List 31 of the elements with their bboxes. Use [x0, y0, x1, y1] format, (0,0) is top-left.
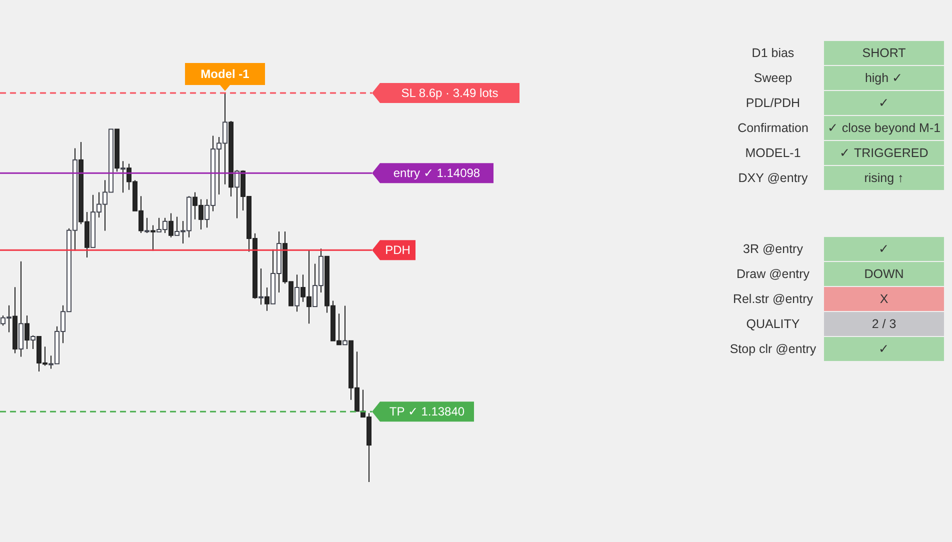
- category-label: Draw @entry: [735, 266, 811, 283]
- text: ✓: [824, 337, 944, 361]
- category-label: Confirmation: [736, 120, 810, 137]
- text: X: [824, 287, 944, 311]
- candlestick: [264, 287, 270, 312]
- text: rising ↑: [824, 166, 944, 190]
- category-label: D1 bias: [750, 45, 796, 62]
- annotation: Model -1: [200, 67, 250, 81]
- candlestick: [24, 315, 30, 350]
- text: ✓: [824, 237, 944, 261]
- category-label: 3R @entry: [742, 241, 804, 258]
- text: ✓ TRIGGERED: [824, 141, 944, 165]
- category-label: QUALITY: [745, 316, 801, 333]
- ref-line-label: TP ✓ 1.13840: [389, 404, 465, 419]
- text: ✓: [824, 91, 944, 115]
- category-label: PDL/PDH: [744, 95, 802, 112]
- candlestick: [150, 224, 156, 252]
- candlestick: [168, 212, 174, 238]
- category-label: Sweep: [752, 70, 794, 87]
- text: high ✓: [824, 66, 944, 90]
- category-label: Rel.str @entry: [732, 291, 814, 308]
- ref-line-label: SL 8.6p · 3.49 lots: [401, 86, 498, 100]
- text: SHORT: [824, 41, 944, 65]
- text: 2 / 3: [824, 312, 944, 336]
- text: ✓ close beyond M-1: [824, 116, 944, 140]
- ref-line-label: entry ✓ 1.14098: [393, 166, 480, 180]
- text: DOWN: [824, 262, 944, 286]
- category-label: DXY @entry: [737, 170, 809, 187]
- category-label: Stop clr @entry: [728, 341, 818, 358]
- category-label: MODEL-1: [744, 145, 802, 162]
- ref-line-label: PDH: [385, 243, 410, 258]
